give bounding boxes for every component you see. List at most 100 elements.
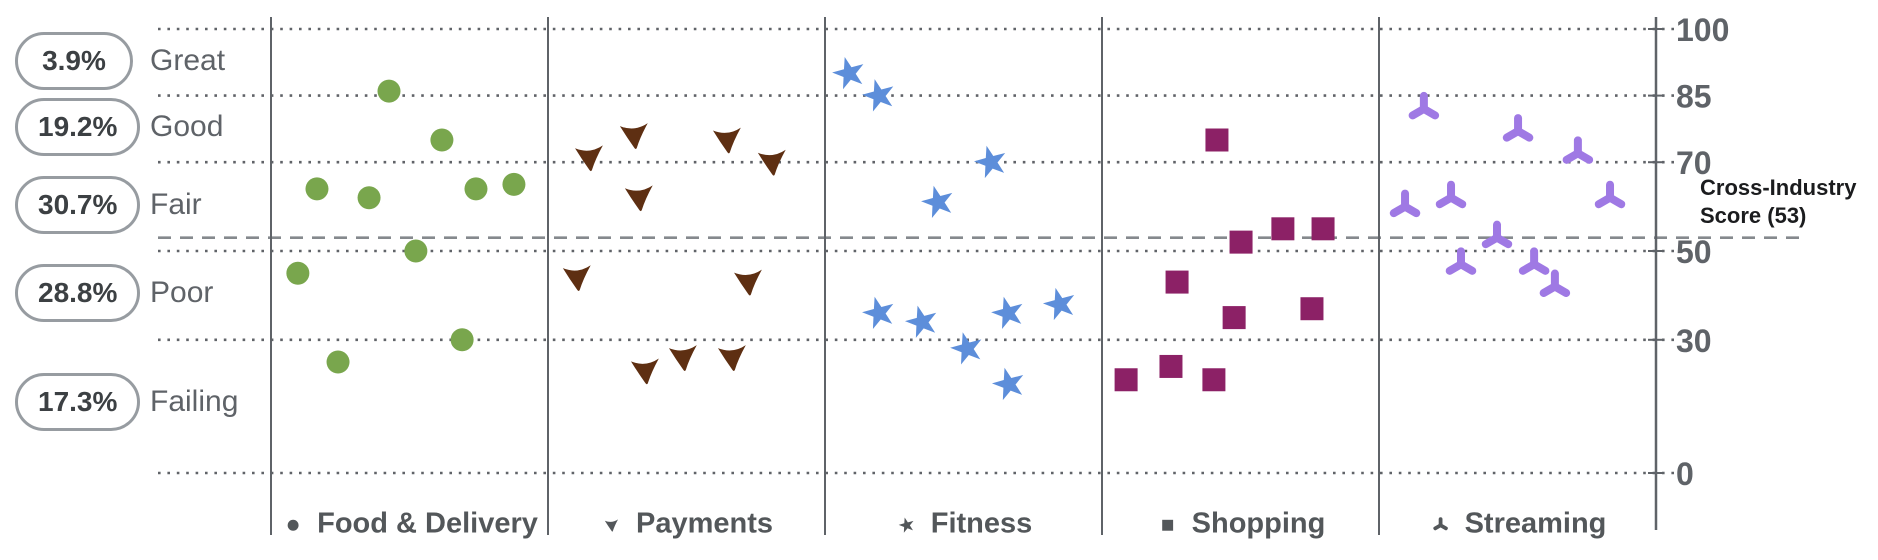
data-point (734, 269, 762, 296)
y-tick-label: 85 (1676, 79, 1712, 115)
band-share-pill: 30.7% (15, 176, 141, 234)
data-point (973, 145, 1006, 179)
data-point (921, 185, 953, 219)
data-point (326, 350, 350, 374)
y-tick-label: 30 (1676, 323, 1712, 359)
data-point (1481, 220, 1513, 249)
series-star (832, 56, 1075, 401)
data-point (898, 516, 914, 533)
data-point (450, 328, 474, 352)
band-share-pill: 19.2% (15, 98, 141, 156)
data-point (619, 123, 648, 149)
data-point (904, 305, 937, 338)
data-point (287, 519, 299, 531)
data-point (991, 296, 1023, 330)
data-point (1435, 180, 1467, 209)
data-point (357, 186, 381, 210)
band-label: Great (150, 44, 226, 77)
band-share-value: 3.9% (42, 45, 106, 76)
data-point (1539, 269, 1571, 298)
band-share-value: 19.2% (38, 111, 118, 142)
band-label: Failing (150, 385, 239, 418)
data-point (717, 345, 746, 371)
data-point (1159, 354, 1183, 378)
data-point (757, 149, 786, 176)
data-point (832, 56, 864, 90)
data-point (430, 128, 454, 152)
data-point (1445, 247, 1477, 275)
series-triangle-down (562, 123, 786, 385)
data-point (502, 172, 526, 196)
data-point (991, 367, 1024, 401)
data-point (1562, 136, 1594, 164)
series-circle (286, 79, 526, 374)
band-share-pill: 3.9% (15, 32, 133, 90)
y-tick-label: 70 (1676, 145, 1712, 181)
legend-label: Payments (635, 507, 774, 540)
data-point (1222, 306, 1246, 330)
data-point (862, 79, 894, 112)
y-tick-label: 50 (1676, 234, 1712, 270)
band-label: Poor (150, 276, 214, 309)
data-point (575, 145, 603, 172)
data-point (604, 518, 619, 532)
data-point (1408, 91, 1440, 120)
data-point (1271, 217, 1295, 241)
legend-item-fitness: Fitness (894, 507, 1033, 541)
legend-item-food-delivery: Food & Delivery (280, 508, 538, 541)
legend-item-streaming: Streaming (1428, 507, 1607, 541)
data-point (1202, 368, 1226, 392)
data-point (1518, 247, 1550, 275)
data-point (404, 239, 428, 263)
legend-item-payments: Payments (599, 508, 773, 541)
data-point (1205, 128, 1229, 152)
data-point (630, 358, 659, 385)
data-point (562, 265, 591, 292)
legend-label: Fitness (930, 507, 1033, 540)
band-share-value: 17.3% (38, 386, 118, 417)
data-point (1389, 189, 1421, 218)
data-point (1311, 217, 1335, 241)
band-share-value: 30.7% (38, 189, 118, 220)
data-point (1594, 180, 1626, 209)
data-point (464, 177, 488, 201)
legend-label: Streaming (1464, 507, 1607, 540)
data-point (1162, 519, 1174, 531)
data-point (950, 332, 982, 365)
series-square (1114, 128, 1335, 392)
data-point (1114, 368, 1138, 392)
band-share-pill: 17.3% (15, 373, 141, 431)
data-point (286, 261, 310, 285)
legend-label: Shopping (1191, 507, 1326, 540)
data-point (712, 127, 741, 154)
data-point (624, 185, 653, 212)
star-marker-icon (894, 511, 920, 537)
y-axis: 100 85 70 50 30 0 (1648, 12, 1729, 492)
legend-item-shopping: Shopping (1155, 507, 1326, 541)
data-point (1502, 114, 1534, 142)
data-point (1042, 287, 1075, 321)
data-point (377, 79, 401, 103)
band-label: Fair (150, 188, 202, 221)
y-tick-label: 100 (1676, 12, 1729, 48)
data-point (1300, 297, 1324, 321)
data-point (668, 345, 697, 371)
reference-line-label: Cross-Industry Score (53) (1700, 175, 1857, 228)
triangle-marker-icon (599, 511, 625, 537)
band-label: Good (150, 110, 224, 143)
square-marker-icon (1155, 511, 1181, 537)
circle-marker-icon (280, 511, 306, 537)
data-point (862, 296, 894, 330)
series-tri-arm (1389, 91, 1626, 298)
y-tick-label: 0 (1676, 456, 1694, 492)
band-share-value: 28.8% (38, 277, 118, 308)
data-point (1165, 270, 1189, 294)
tri-arm-marker-icon (1428, 511, 1454, 537)
data-point (1433, 516, 1448, 530)
data-point (1229, 230, 1253, 254)
panel-separators (270, 17, 1380, 535)
data-point (305, 177, 329, 201)
band-share-pill: 28.8% (15, 264, 141, 322)
